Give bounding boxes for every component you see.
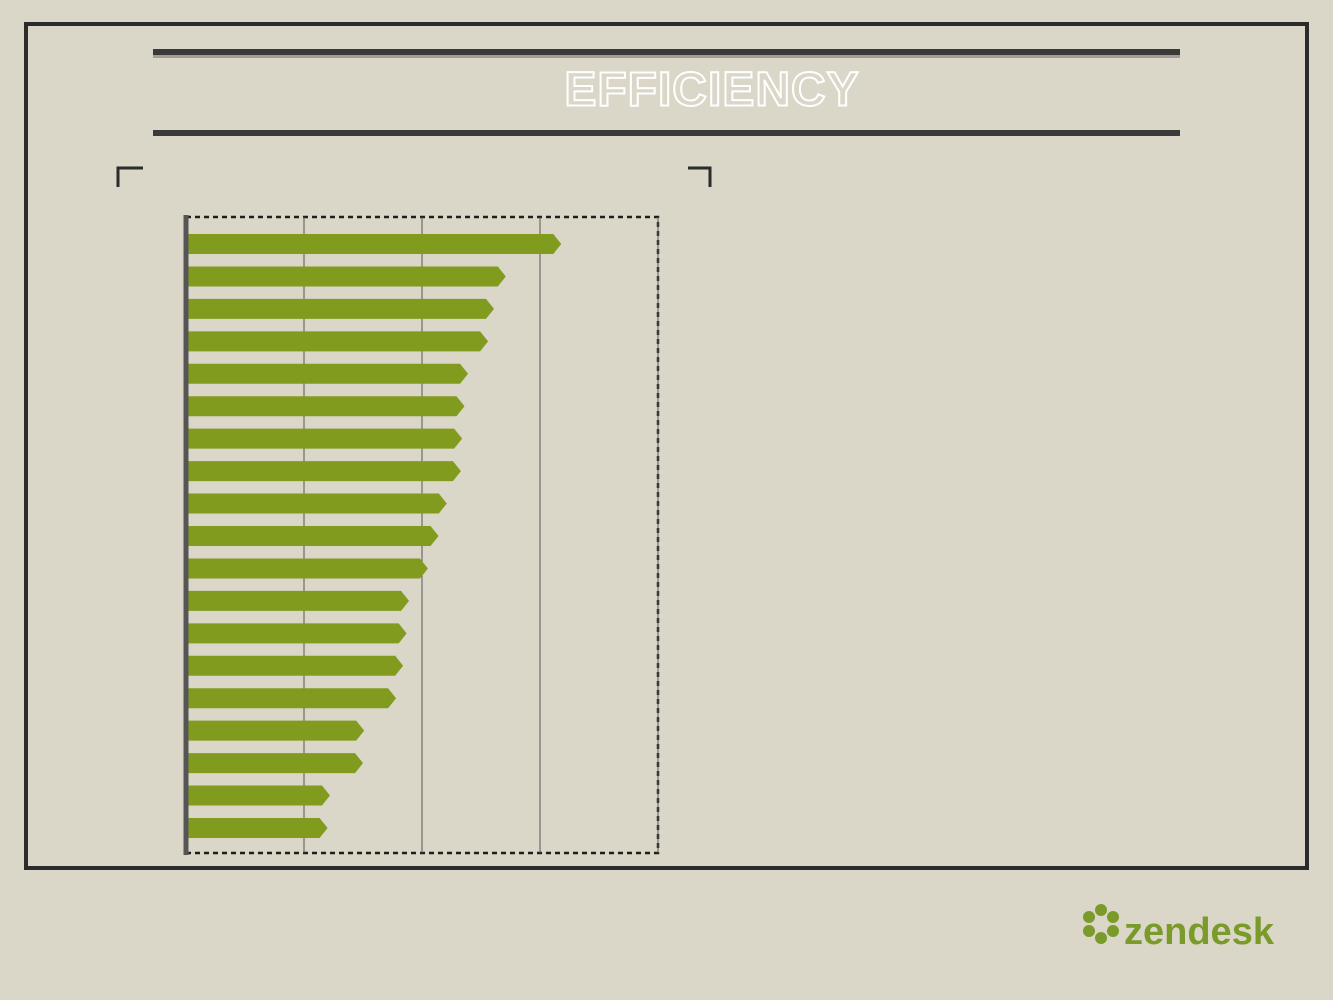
- bar: [186, 234, 562, 254]
- bar: [186, 396, 465, 417]
- corner-mark: [116, 166, 143, 187]
- bar: [186, 331, 489, 352]
- corner-mark: [688, 166, 712, 187]
- bar: [186, 298, 494, 319]
- bar: [186, 558, 428, 579]
- bar: [186, 753, 363, 774]
- bar: [186, 688, 397, 709]
- bar: [186, 428, 463, 449]
- bar: [186, 818, 328, 838]
- bar: [186, 266, 506, 287]
- bar: [186, 590, 410, 611]
- bar: [186, 785, 330, 806]
- bar: [186, 526, 439, 546]
- logo-text: zendesk: [1124, 911, 1275, 953]
- slide-title: EFFICIENCY: [564, 64, 859, 117]
- bar: [186, 461, 461, 482]
- logo: zendesk: [1083, 904, 1275, 953]
- bar: [186, 655, 404, 676]
- logo-icon: [1083, 904, 1119, 944]
- bar: [186, 363, 469, 384]
- bar: [186, 623, 407, 644]
- frame: [24, 22, 1309, 870]
- bar: [186, 493, 447, 514]
- bar: [186, 720, 365, 741]
- bars: [186, 234, 562, 838]
